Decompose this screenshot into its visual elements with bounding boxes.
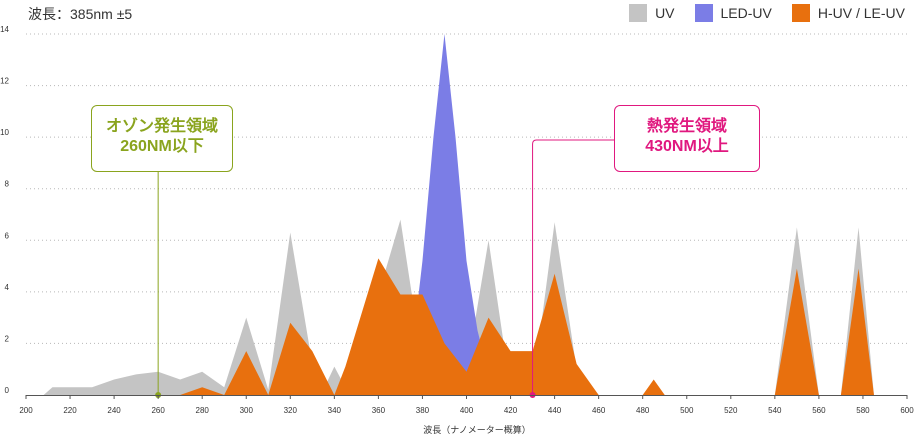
x-tick-label: 520 <box>724 406 738 415</box>
heat-region-callout: 熱発生領域 430NM以上 <box>614 105 760 172</box>
legend-swatch-h-uv <box>791 4 810 22</box>
x-axis-title: 波長（ナノメーター概算） <box>423 424 531 435</box>
x-tick-label: 460 <box>592 406 606 415</box>
x-tick-label: 280 <box>196 406 210 415</box>
legend-item-uv: UV <box>629 4 675 22</box>
series-area-uv <box>43 219 874 395</box>
series-area-h-uv-le-uv <box>180 258 874 395</box>
y-tick-label: 2 <box>5 334 10 343</box>
x-tick-label: 540 <box>768 406 782 415</box>
legend: UV LED-UV H-UV / LE-UV <box>609 4 905 22</box>
wavelength-caption: 波長：385nm ±5 <box>28 6 133 22</box>
ozone-region-callout: オゾン発生領域 260NM以下 <box>91 105 233 172</box>
x-tick-label: 420 <box>504 406 518 415</box>
callout-markers <box>155 139 614 398</box>
legend-swatch-led-uv <box>694 4 713 22</box>
ozone-callout-line1: オゾン発生領域 <box>105 118 218 135</box>
x-tick-label: 240 <box>107 406 121 415</box>
y-tick-label: 12 <box>0 77 9 86</box>
y-tick-label: 14 <box>0 25 9 34</box>
heat-pointer-line <box>532 139 614 395</box>
legend-swatch-uv <box>629 4 648 22</box>
x-tick-label: 260 <box>151 406 165 415</box>
legend-item-led-uv: LED-UV <box>694 4 772 22</box>
x-tick-label: 220 <box>63 406 77 415</box>
x-tick-label: 440 <box>548 406 562 415</box>
legend-item-h-uv: H-UV / LE-UV <box>791 4 905 22</box>
x-tick-label: 560 <box>812 406 826 415</box>
y-tick-label: 0 <box>5 386 10 395</box>
heat-callout-line1: 熱発生領域 <box>646 118 727 135</box>
y-tick-label: 6 <box>5 231 10 240</box>
x-tick-label: 380 <box>416 406 430 415</box>
y-tick-label: 10 <box>0 128 9 137</box>
series-areas <box>43 34 874 395</box>
legend-label-h-uv: H-UV / LE-UV <box>817 5 905 21</box>
axes: 0 2 4 6 8 10 12 14 200 220 240 260 280 300 320 340 360 38… <box>0 25 914 415</box>
ozone-callout-line2: 260NM以下 <box>120 138 204 155</box>
series-area-led-uv <box>407 34 507 395</box>
legend-label-led-uv: LED-UV <box>720 5 772 21</box>
x-tick-label: 320 <box>284 406 298 415</box>
x-tick-label: 480 <box>636 406 650 415</box>
x-tick-label: 300 <box>240 406 254 415</box>
y-tick-label: 4 <box>5 283 10 292</box>
x-tick-label: 340 <box>328 406 342 415</box>
legend-label-uv: UV <box>655 5 675 21</box>
x-tick-label: 580 <box>856 406 870 415</box>
heat-callout-line2: 430NM以上 <box>645 138 729 155</box>
x-tick-label: 500 <box>680 406 694 415</box>
x-tick-label: 400 <box>460 406 474 415</box>
x-tick-label: 200 <box>19 406 33 415</box>
x-tick-label: 600 <box>900 406 914 415</box>
y-tick-label: 8 <box>5 180 10 189</box>
x-tick-label: 360 <box>372 406 386 415</box>
